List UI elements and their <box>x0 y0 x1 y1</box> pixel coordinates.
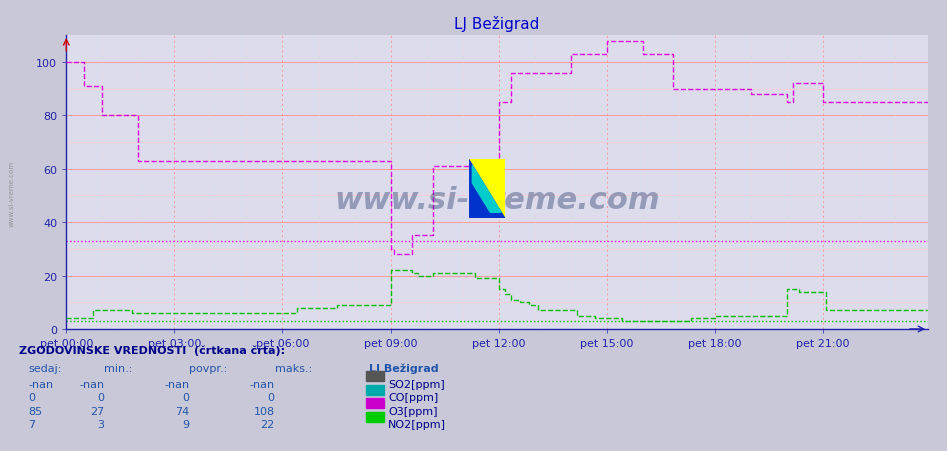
Text: www.si-vreme.com: www.si-vreme.com <box>334 186 660 215</box>
Text: O3[ppm]: O3[ppm] <box>388 406 438 416</box>
Text: www.si-vreme.com: www.si-vreme.com <box>9 161 14 227</box>
Text: 27: 27 <box>90 406 104 416</box>
Text: povpr.:: povpr.: <box>189 363 227 373</box>
Text: min.:: min.: <box>104 363 133 373</box>
Text: SO2[ppm]: SO2[ppm] <box>388 379 445 389</box>
Text: 0: 0 <box>28 392 35 402</box>
Text: 22: 22 <box>260 419 275 429</box>
Text: 0: 0 <box>183 392 189 402</box>
Text: -nan: -nan <box>79 379 104 389</box>
Text: NO2[ppm]: NO2[ppm] <box>388 419 446 429</box>
Text: -nan: -nan <box>249 379 275 389</box>
Text: 74: 74 <box>175 406 189 416</box>
Polygon shape <box>473 166 501 213</box>
Text: sedaj:: sedaj: <box>28 363 62 373</box>
Text: 3: 3 <box>98 419 104 429</box>
Text: 108: 108 <box>254 406 275 416</box>
Text: maks.:: maks.: <box>275 363 312 373</box>
Polygon shape <box>469 160 505 219</box>
Text: 0: 0 <box>268 392 275 402</box>
Polygon shape <box>469 160 505 219</box>
Text: -nan: -nan <box>28 379 54 389</box>
Title: LJ Bežigrad: LJ Bežigrad <box>455 16 540 32</box>
Text: ZGODOVINSKE VREDNOSTI  (črtkana črta):: ZGODOVINSKE VREDNOSTI (črtkana črta): <box>19 345 285 355</box>
Text: 0: 0 <box>98 392 104 402</box>
Text: 85: 85 <box>28 406 43 416</box>
Text: -nan: -nan <box>164 379 189 389</box>
Text: 9: 9 <box>182 419 189 429</box>
Text: 7: 7 <box>28 419 36 429</box>
Text: LJ Bežigrad: LJ Bežigrad <box>369 363 439 373</box>
Text: CO[ppm]: CO[ppm] <box>388 392 438 402</box>
